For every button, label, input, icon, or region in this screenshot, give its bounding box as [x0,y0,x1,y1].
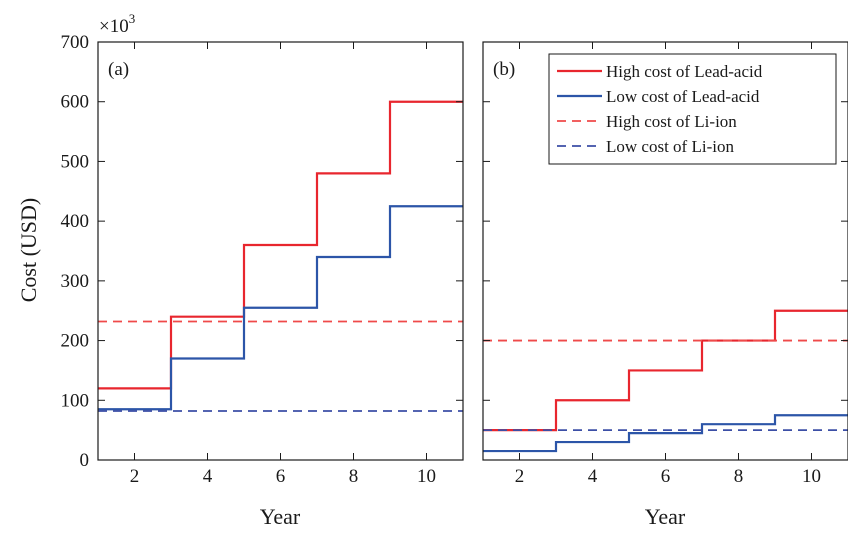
legend-entry: High cost of Li-ion [606,112,737,131]
y-tick-label: 200 [61,331,90,352]
y-multiplier-exponent: 3 [129,11,136,26]
legend: High cost of Lead-acid Low cost of Lead-a… [548,53,837,165]
y-multiplier: ×103 [99,11,135,37]
y-tick-label: 100 [61,390,90,411]
x-tick-label: 8 [349,466,359,487]
x-axis-label-b: Year [645,504,686,529]
chart-panel-b: (b) Year 2 4 6 8 10 High cost of Lead-acid Low… [482,41,848,529]
chart-panel-a: Cost (USD) ×103 (a) Year 2 4 6 8 10010020030… [16,11,464,529]
y-tick-label: 400 [61,211,90,232]
x-tick-label: 4 [588,466,598,487]
y-axis-label: Cost (USD) [16,198,41,303]
legend-entry: Low cost of Lead-acid [606,87,760,106]
x-tick-label: 2 [130,466,140,487]
x-tick-label: 6 [661,466,671,487]
x-tick-label: 2 [515,466,525,487]
series-line-b-0 [483,309,848,432]
series-group-b [483,309,848,453]
y-tick-label: 300 [61,271,90,292]
x-tick-label: 10 [802,466,821,487]
y-tick-label: 600 [61,92,90,113]
series-line-a-0 [98,100,463,390]
panel-label-a: (a) [108,59,129,80]
y-tick-label: 0 [80,450,90,471]
x-axis-label-a: Year [260,504,301,529]
y-tick-label: 700 [61,32,90,53]
legend-box [548,53,837,165]
legend-entry: Low cost of Li-ion [606,137,734,156]
series-line-a-1 [98,205,463,411]
panel-label-b: (b) [493,59,515,80]
x-tick-label: 10 [417,466,436,487]
x-tick-label: 4 [203,466,213,487]
series-group-a [98,100,463,412]
x-tick-label: 6 [276,466,286,487]
series-line-b-1 [483,414,848,453]
y-tick-label: 500 [61,151,90,172]
x-tick-label: 8 [734,466,744,487]
legend-entry: High cost of Lead-acid [606,62,763,81]
axes-frame-a [97,41,464,461]
